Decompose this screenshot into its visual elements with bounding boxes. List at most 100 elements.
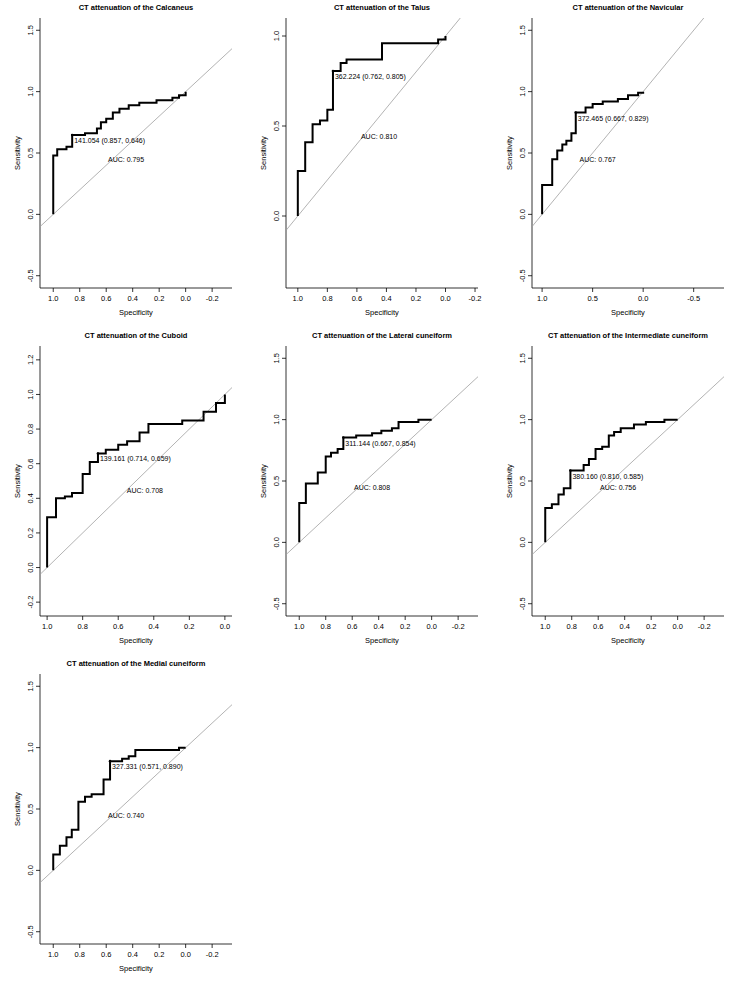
x-tick bbox=[79, 288, 80, 292]
x-tick-label: 0.2 bbox=[184, 622, 194, 631]
x-tick-label: 0.8 bbox=[77, 622, 87, 631]
x-tick bbox=[47, 616, 48, 620]
x-axis-title: Specificity bbox=[611, 308, 645, 317]
y-tick bbox=[282, 419, 286, 420]
plot-area bbox=[40, 705, 232, 883]
threshold-point bbox=[97, 452, 100, 455]
x-tick-label: 1.0 bbox=[42, 622, 52, 631]
x-tick-label: 0.4 bbox=[373, 622, 383, 631]
y-tick bbox=[36, 498, 40, 499]
x-tick bbox=[53, 288, 54, 292]
y-tick-label: 1.0 bbox=[26, 86, 35, 96]
x-tick bbox=[598, 616, 599, 620]
chance-line bbox=[40, 388, 232, 575]
y-axis-title: Sensitivity bbox=[259, 136, 268, 170]
x-tick-label: 0.2 bbox=[154, 294, 164, 303]
threshold-point bbox=[574, 111, 577, 114]
y-tick bbox=[36, 463, 40, 464]
x-tick-label: 0.4 bbox=[619, 622, 629, 631]
y-tick-label: 0.0 bbox=[518, 537, 527, 547]
x-tick-label: 0.6 bbox=[101, 950, 111, 959]
y-tick bbox=[282, 481, 286, 482]
y-axis-title: Sensitivity bbox=[13, 136, 22, 170]
y-axis-title: Sensitivity bbox=[13, 464, 22, 498]
y-tick-label: 0.4 bbox=[26, 493, 35, 503]
x-tick bbox=[212, 288, 213, 292]
threshold-label: 372.465 (0.667, 0.829) bbox=[578, 115, 649, 123]
chance-line bbox=[40, 705, 232, 883]
y-tick bbox=[282, 358, 286, 359]
x-tick bbox=[325, 616, 326, 620]
y-tick bbox=[282, 36, 286, 37]
x-axis-title: Specificity bbox=[119, 308, 153, 317]
y-tick-label: 0.6 bbox=[26, 458, 35, 468]
x-axis-title: Specificity bbox=[365, 308, 399, 317]
roc-panel: CT attenuation of the Talus1.00.80.60.40… bbox=[259, 0, 482, 317]
roc-curve bbox=[53, 92, 185, 215]
auc-label: AUC: 0.795 bbox=[108, 156, 144, 163]
x-axis bbox=[532, 616, 724, 617]
roc-panel: CT attenuation of the Lateral cuneiform 1… bbox=[259, 331, 478, 645]
y-tick-label: 0.0 bbox=[26, 562, 35, 572]
x-tick bbox=[224, 616, 225, 620]
y-tick bbox=[36, 567, 40, 568]
y-tick-label: 0.5 bbox=[26, 804, 35, 814]
x-tick-label: 0.0 bbox=[180, 950, 190, 959]
x-tick-label: 0.0 bbox=[638, 294, 648, 303]
y-axis bbox=[40, 346, 41, 616]
y-tick-label: 1.5 bbox=[272, 353, 281, 363]
x-tick-label: 0.8 bbox=[75, 294, 85, 303]
roc-curve bbox=[298, 36, 446, 216]
y-tick bbox=[282, 126, 286, 127]
plot-area bbox=[532, 377, 724, 555]
y-tick-label: 0.0 bbox=[26, 209, 35, 219]
y-tick-label: 1.0 bbox=[26, 389, 35, 399]
x-tick-label: 1.0 bbox=[537, 294, 547, 303]
x-tick-label: -0.2 bbox=[206, 950, 219, 959]
threshold-point bbox=[342, 436, 345, 439]
x-tick bbox=[185, 288, 186, 292]
plot-area bbox=[40, 49, 232, 227]
y-tick bbox=[528, 275, 532, 276]
x-tick bbox=[79, 944, 80, 948]
title: CT attenuation of the Lateral cuneiform bbox=[312, 331, 452, 340]
auc-label: AUC: 0.767 bbox=[580, 156, 616, 163]
y-tick-label: 1.5 bbox=[26, 25, 35, 35]
title: CT attenuation of the Navicular bbox=[573, 3, 684, 12]
x-tick-label: 0.2 bbox=[646, 622, 656, 631]
y-tick bbox=[36, 91, 40, 92]
y-tick bbox=[528, 481, 532, 482]
y-tick-label: -0.2 bbox=[26, 596, 35, 609]
x-tick bbox=[118, 616, 119, 620]
x-tick bbox=[53, 944, 54, 948]
x-tick-label: 0.0 bbox=[440, 294, 450, 303]
plot-area bbox=[286, 18, 478, 230]
threshold-label: 141.054 (0.857, 0.646) bbox=[74, 137, 145, 145]
chance-line bbox=[286, 18, 478, 230]
threshold-label: 362.224 (0.762, 0.805) bbox=[335, 73, 406, 81]
title: CT attenuation of the Medial cuneiform bbox=[67, 659, 206, 668]
x-tick-label: 0.8 bbox=[75, 950, 85, 959]
x-tick-label: -0.5 bbox=[687, 294, 700, 303]
x-tick-label: 0.4 bbox=[127, 950, 137, 959]
x-axis bbox=[532, 288, 724, 289]
y-tick bbox=[528, 30, 532, 31]
x-tick bbox=[159, 944, 160, 948]
x-tick-label: 0.6 bbox=[113, 622, 123, 631]
x-tick bbox=[297, 288, 298, 292]
threshold-point bbox=[71, 134, 74, 137]
x-tick-label: 0.8 bbox=[567, 622, 577, 631]
y-tick bbox=[528, 419, 532, 420]
title: CT attenuation of the Intermediate cunei… bbox=[548, 331, 708, 340]
plot-area bbox=[532, 18, 724, 227]
x-tick-label: 0.8 bbox=[321, 622, 331, 631]
y-tick-label: 0.8 bbox=[26, 424, 35, 434]
x-axis bbox=[286, 288, 478, 289]
x-axis bbox=[40, 288, 232, 289]
x-axis-title: Specificity bbox=[611, 636, 645, 645]
x-tick-label: 0.6 bbox=[352, 294, 362, 303]
x-axis bbox=[286, 616, 478, 617]
x-tick-label: 0.0 bbox=[426, 622, 436, 631]
auc-label: AUC: 0.740 bbox=[108, 812, 144, 819]
y-tick bbox=[36, 602, 40, 603]
